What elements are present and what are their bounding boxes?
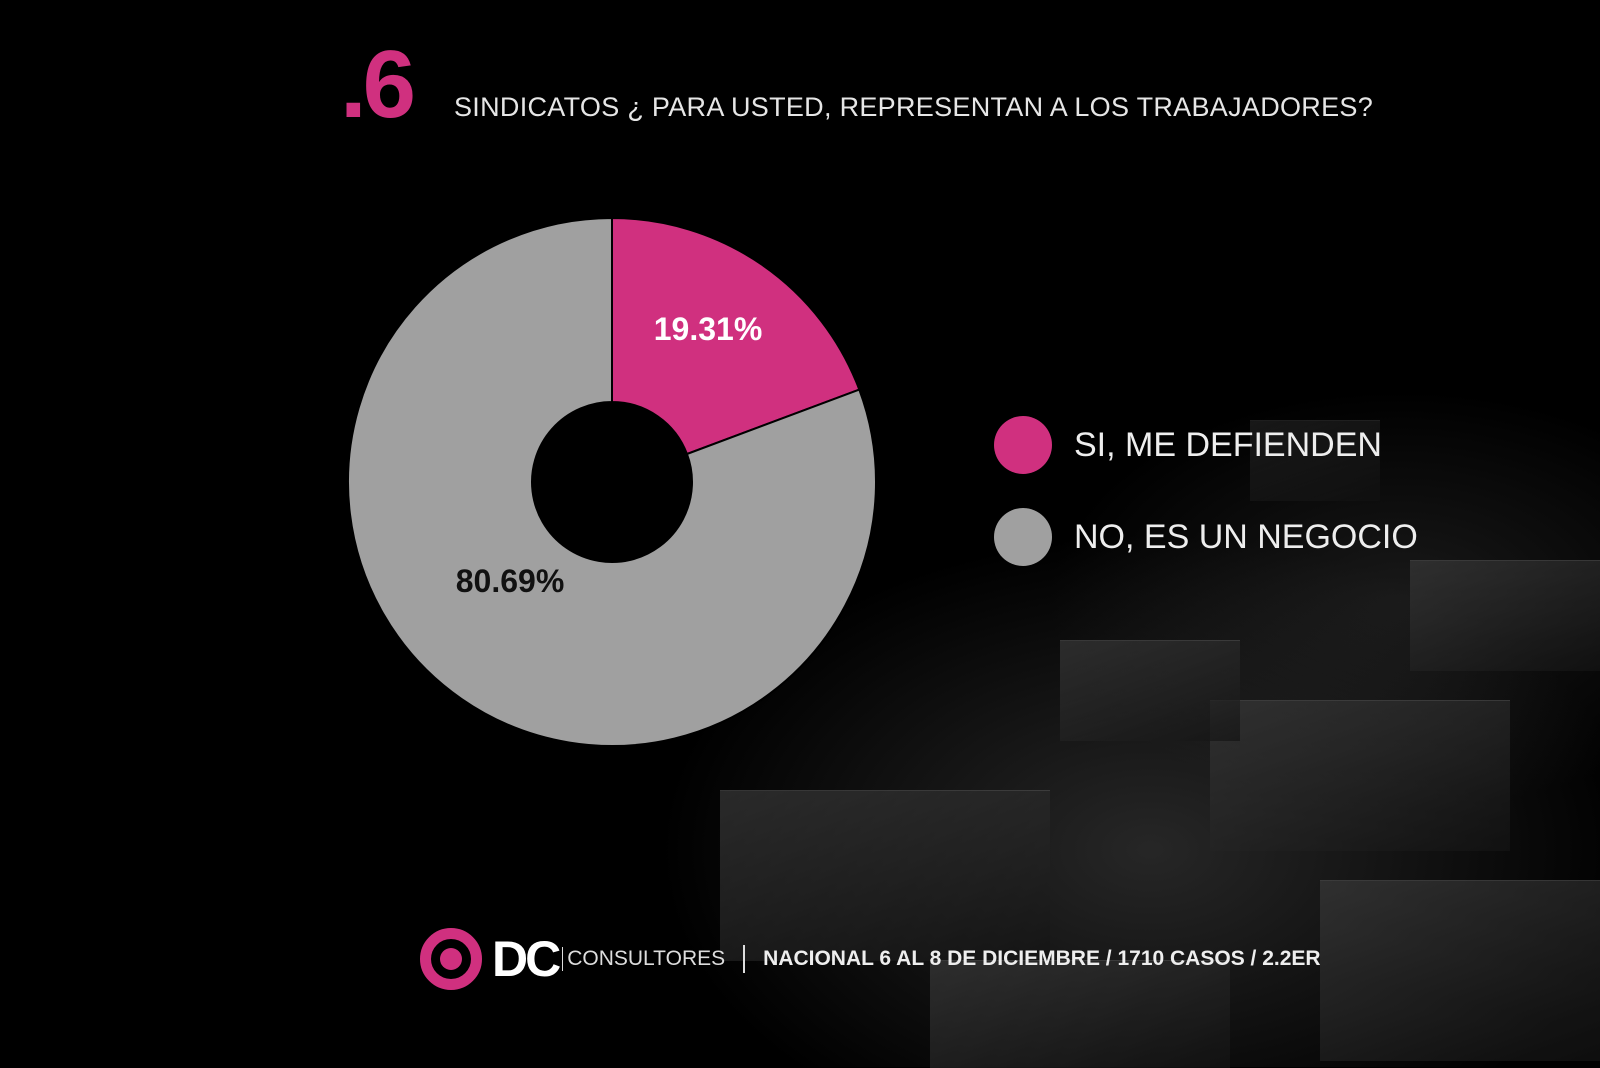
legend-item-no: NO, ES UN NEGOCIO: [994, 508, 1418, 566]
divider: [743, 945, 746, 973]
legend-swatch: [994, 416, 1052, 474]
background-cube: [1210, 700, 1510, 851]
legend-label: NO, ES UN NEGOCIO: [1074, 517, 1418, 556]
logo-text: DC: [492, 931, 561, 987]
background-cube: [1410, 560, 1600, 671]
background-cube: [930, 960, 1230, 1068]
legend-label: SI, ME DEFIENDEN: [1074, 425, 1382, 464]
survey-info: NACIONAL 6 AL 8 DE DICIEMBRE / 1710 CASO…: [763, 947, 1321, 970]
legend-item-si: SI, ME DEFIENDEN: [994, 416, 1382, 474]
slice-label: 80.69%: [456, 563, 565, 599]
logo-target-icon: [420, 928, 482, 990]
footer: DC CONSULTORES NACIONAL 6 AL 8 DE DICIEM…: [420, 928, 1321, 990]
logo-subtitle: CONSULTORES: [562, 947, 725, 971]
background-cube: [1060, 640, 1240, 741]
background-cube: [1250, 420, 1380, 501]
donut-slice: [611, 216, 861, 456]
slice-label: 19.31%: [654, 311, 763, 347]
question-title: SINDICATOS ¿ PARA USTED, REPRESENTAN A L…: [454, 92, 1374, 122]
background-cube: [720, 790, 1050, 961]
legend-swatch: [994, 508, 1052, 566]
background-cube: [1320, 880, 1600, 1061]
question-number: .6: [340, 31, 416, 138]
donut-slice: [347, 216, 877, 747]
